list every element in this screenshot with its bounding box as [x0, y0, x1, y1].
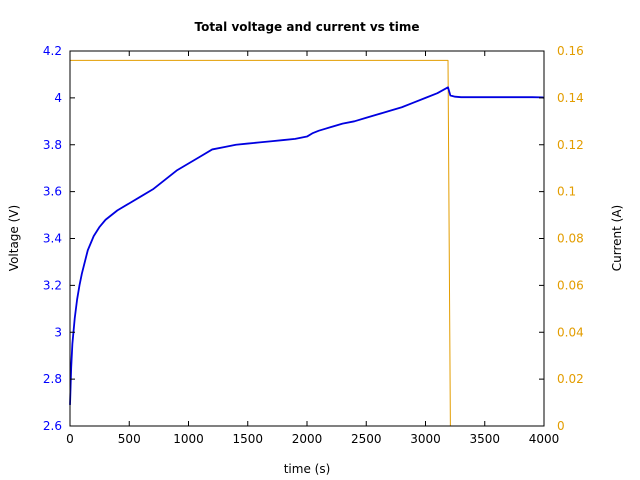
- y-right-tick-label: 0: [557, 419, 565, 433]
- x-axis-label: time (s): [284, 462, 331, 476]
- y-left-tick-label: 2.8: [43, 372, 62, 386]
- y-left-tick-label: 3.2: [43, 278, 62, 292]
- y-right-tick-label: 0.02: [557, 372, 584, 386]
- y-right-tick-label: 0.1: [557, 185, 576, 199]
- x-tick-label: 3000: [410, 432, 441, 446]
- x-tick-label: 2000: [292, 432, 323, 446]
- y-left-tick-label: 3.8: [43, 138, 62, 152]
- voltage-series-line: [69, 86, 545, 405]
- y-right-tick-label: 0.06: [557, 278, 584, 292]
- y-left-tick-label: 3.4: [43, 232, 62, 246]
- x-tick-label: 2500: [351, 432, 382, 446]
- y-right-tick-label: 0.04: [557, 325, 584, 339]
- y-right-tick-label: 0.08: [557, 232, 584, 246]
- x-tick-label: 1000: [173, 432, 204, 446]
- y-axis-right-label: Current (A): [610, 205, 624, 271]
- y-left-tick-label: 3.6: [43, 185, 62, 199]
- x-tick-label: 1500: [232, 432, 263, 446]
- y-left-tick-label: 4.2: [43, 44, 62, 58]
- x-tick-label: 0: [66, 432, 74, 446]
- plot-area: [70, 51, 544, 426]
- x-tick-label: 500: [118, 432, 141, 446]
- y-left-tick-label: 3: [54, 325, 62, 339]
- y-right-tick-label: 0.16: [557, 44, 584, 58]
- y-right-tick-label: 0.14: [557, 91, 584, 105]
- x-tick-label: 4000: [529, 432, 560, 446]
- y-axis-left-label: Voltage (V): [7, 205, 21, 271]
- x-tick-label: 3500: [469, 432, 500, 446]
- y-left-tick-label: 2.6: [43, 419, 62, 433]
- ticks-layer: 0 500 1000 1500 2000 2500 3000 3500 4000 2.6 2.8 3 3…: [43, 44, 584, 446]
- chart-title: Total voltage and current vs time: [194, 20, 419, 34]
- y-right-tick-label: 0.12: [557, 138, 584, 152]
- y-left-tick-label: 4: [54, 91, 62, 105]
